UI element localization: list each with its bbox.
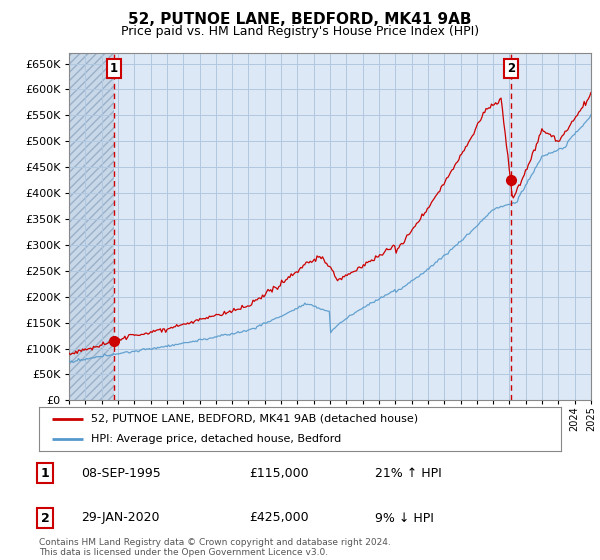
Text: £425,000: £425,000 [249, 511, 308, 525]
Text: 08-SEP-1995: 08-SEP-1995 [81, 466, 161, 480]
Text: 9% ↓ HPI: 9% ↓ HPI [375, 511, 434, 525]
Text: 52, PUTNOE LANE, BEDFORD, MK41 9AB: 52, PUTNOE LANE, BEDFORD, MK41 9AB [128, 12, 472, 27]
Text: 1: 1 [110, 62, 118, 76]
Text: Price paid vs. HM Land Registry's House Price Index (HPI): Price paid vs. HM Land Registry's House … [121, 25, 479, 38]
Text: HPI: Average price, detached house, Bedford: HPI: Average price, detached house, Bedf… [91, 434, 341, 444]
Text: 2: 2 [41, 511, 49, 525]
Bar [69, 53, 114, 400]
Text: 1: 1 [41, 466, 49, 480]
Text: Contains HM Land Registry data © Crown copyright and database right 2024.
This d: Contains HM Land Registry data © Crown c… [39, 538, 391, 557]
Text: 29-JAN-2020: 29-JAN-2020 [81, 511, 160, 525]
Text: 21% ↑ HPI: 21% ↑ HPI [375, 466, 442, 480]
Text: £115,000: £115,000 [249, 466, 308, 480]
Text: 2: 2 [506, 62, 515, 76]
Text: 52, PUTNOE LANE, BEDFORD, MK41 9AB (detached house): 52, PUTNOE LANE, BEDFORD, MK41 9AB (deta… [91, 414, 418, 424]
